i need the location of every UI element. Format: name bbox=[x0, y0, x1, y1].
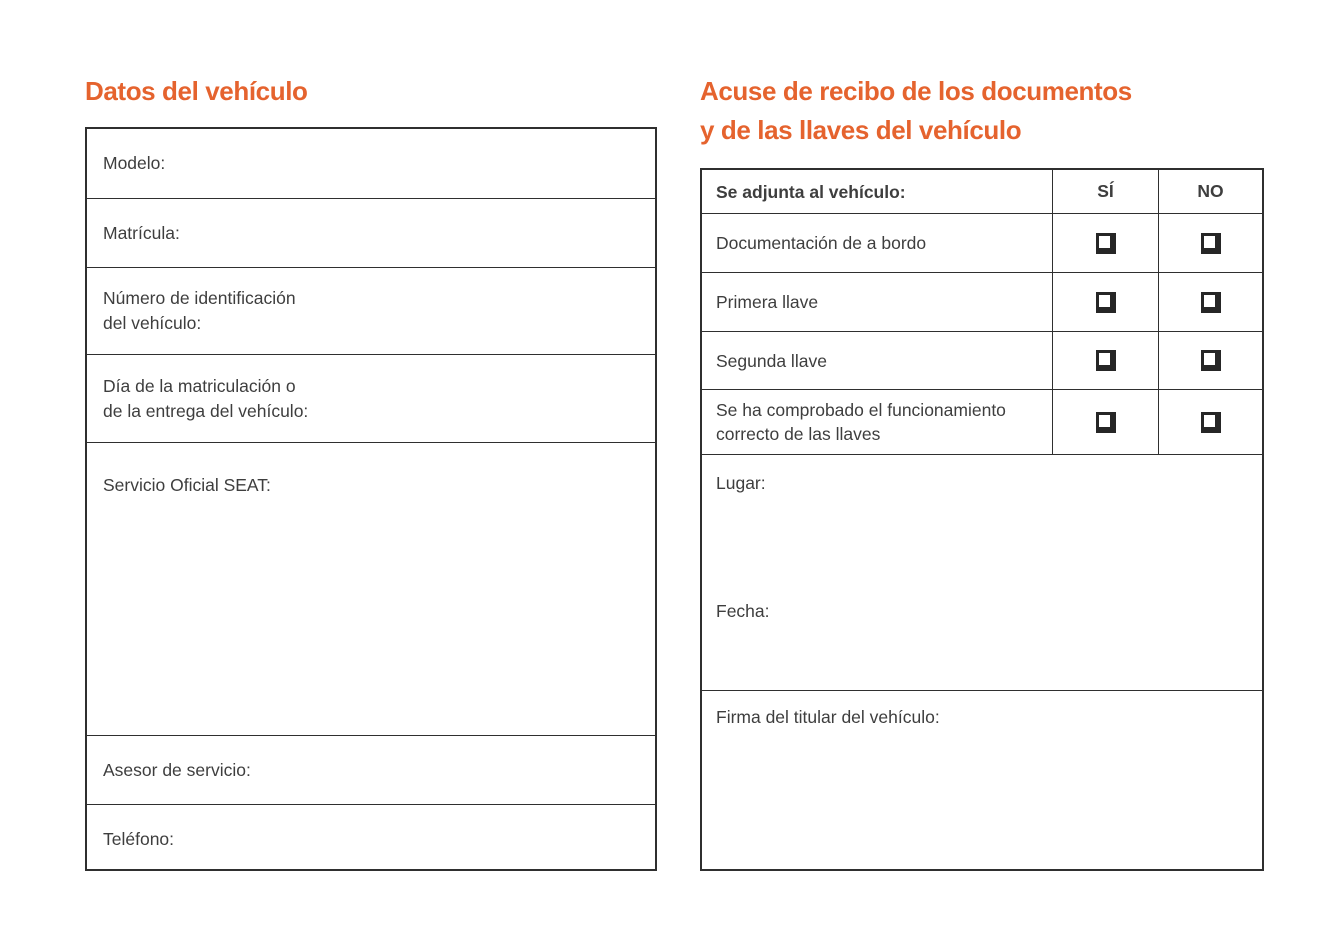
field-asesor-servicio[interactable]: Asesor de servicio: bbox=[87, 735, 655, 804]
date-label: Fecha: bbox=[716, 601, 770, 621]
header-col-no: NO bbox=[1158, 170, 1262, 213]
receipt-table: Se adjunta al vehículo: SÍ NO Documentac… bbox=[700, 168, 1264, 871]
checkbox-si[interactable] bbox=[1095, 350, 1116, 371]
header-label: Se adjunta al vehículo: bbox=[716, 181, 906, 202]
cell-no bbox=[1158, 214, 1262, 272]
cell-si bbox=[1052, 214, 1158, 272]
receipt-row-primera-llave: Primera llave bbox=[702, 272, 1262, 331]
signature-label: Firma del titular del vehículo: bbox=[716, 707, 940, 727]
cell-no bbox=[1158, 273, 1262, 331]
vehicle-data-table: Modelo: Matrícula: Número de identificac… bbox=[85, 127, 657, 871]
field-label: Día de la matriculación o de la entrega … bbox=[103, 375, 309, 421]
signature-cell[interactable]: Firma del titular del vehículo: bbox=[702, 690, 1262, 869]
cell-no bbox=[1158, 332, 1262, 389]
field-telefono[interactable]: Teléfono: bbox=[87, 804, 655, 869]
checkbox-no[interactable] bbox=[1200, 291, 1221, 313]
cell-no bbox=[1158, 390, 1262, 454]
vehicle-data-heading: Datos del vehículo bbox=[85, 76, 308, 106]
checkbox-si[interactable] bbox=[1095, 232, 1116, 254]
field-dia-matriculacion[interactable]: Día de la matriculación o de la entrega … bbox=[87, 354, 655, 442]
receipt-table-header: Se adjunta al vehículo: SÍ NO bbox=[702, 170, 1262, 213]
checkbox-no[interactable] bbox=[1200, 232, 1221, 254]
field-label: Modelo: bbox=[103, 153, 166, 173]
checkbox-no[interactable] bbox=[1200, 350, 1221, 371]
col-si-label: SÍ bbox=[1097, 181, 1114, 201]
row-label: Primera llave bbox=[716, 292, 819, 312]
cell-si bbox=[1052, 273, 1158, 331]
row-label: Documentación de a bordo bbox=[716, 233, 927, 253]
receipt-heading-line2: y de las llaves del vehículo bbox=[700, 115, 1022, 145]
field-modelo[interactable]: Modelo: bbox=[87, 129, 655, 198]
field-label: Teléfono: bbox=[103, 828, 175, 849]
checkbox-si[interactable] bbox=[1095, 291, 1116, 313]
row-label: Segunda llave bbox=[716, 350, 827, 371]
receipt-row-funcionamiento-llaves: Se ha comprobado el funcionamiento corre… bbox=[702, 389, 1262, 454]
place-label: Lugar: bbox=[716, 473, 766, 493]
field-numero-identificacion[interactable]: Número de identificación del vehículo: bbox=[87, 267, 655, 354]
row-label: Se ha comprobado el funcionamiento corre… bbox=[716, 400, 1006, 444]
checkbox-no[interactable] bbox=[1200, 411, 1221, 433]
cell-si bbox=[1052, 332, 1158, 389]
col-no-label: NO bbox=[1197, 181, 1224, 201]
place-date-cell[interactable]: Lugar: Fecha: bbox=[702, 454, 1262, 690]
field-label: Servicio Oficial SEAT: bbox=[103, 475, 271, 495]
receipt-heading-line1: Acuse de recibo de los documentos bbox=[700, 76, 1132, 106]
field-matricula[interactable]: Matrícula: bbox=[87, 198, 655, 267]
receipt-row-documentacion: Documentación de a bordo bbox=[702, 213, 1262, 272]
field-label: Número de identificación del vehículo: bbox=[103, 288, 296, 333]
field-servicio-oficial[interactable]: Servicio Oficial SEAT: bbox=[87, 442, 655, 735]
field-label: Asesor de servicio: bbox=[103, 759, 251, 780]
header-col-si: SÍ bbox=[1052, 170, 1158, 213]
checkbox-si[interactable] bbox=[1095, 411, 1116, 433]
receipt-row-segunda-llave: Segunda llave bbox=[702, 331, 1262, 389]
field-label: Matrícula: bbox=[103, 222, 180, 243]
cell-si bbox=[1052, 390, 1158, 454]
